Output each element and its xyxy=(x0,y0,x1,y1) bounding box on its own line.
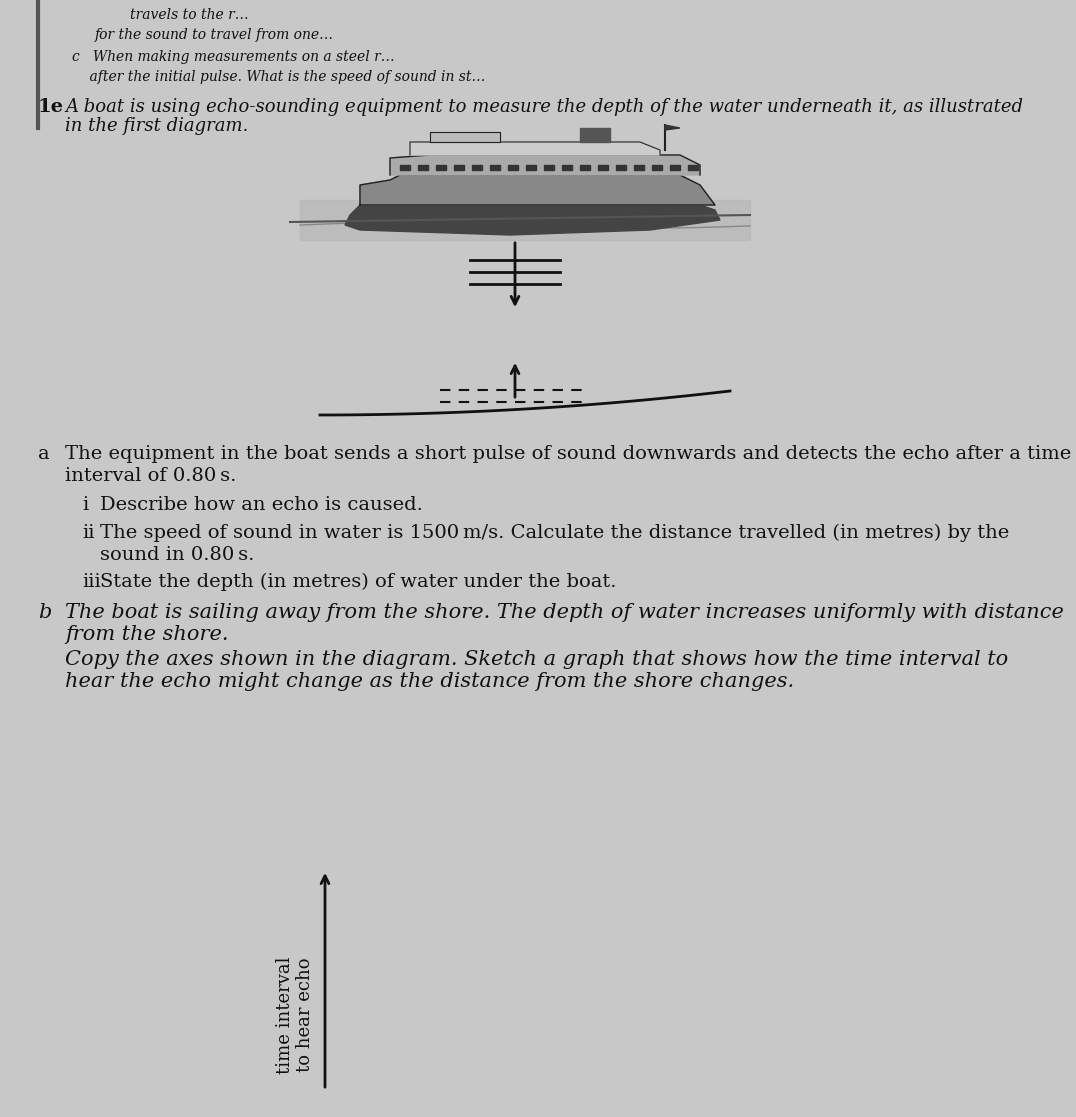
Text: c   When making measurements on a steel r…: c When making measurements on a steel r… xyxy=(72,50,395,64)
Text: iii: iii xyxy=(82,573,101,591)
Polygon shape xyxy=(580,165,590,170)
Polygon shape xyxy=(670,165,680,170)
Text: interval of 0.80 s.: interval of 0.80 s. xyxy=(65,467,237,485)
Polygon shape xyxy=(454,165,464,170)
Text: hear the echo might change as the distance from the shore changes.: hear the echo might change as the distan… xyxy=(65,671,794,690)
Polygon shape xyxy=(472,165,482,170)
Text: The speed of sound in water is 1500 m/s. Calculate the distance travelled (in me: The speed of sound in water is 1500 m/s.… xyxy=(100,524,1009,543)
Polygon shape xyxy=(390,155,700,175)
Text: The equipment in the boat sends a short pulse of sound downwards and detects the: The equipment in the boat sends a short … xyxy=(65,445,1072,464)
Text: in the first diagram.: in the first diagram. xyxy=(65,117,249,135)
Text: from the shore.: from the shore. xyxy=(65,626,228,645)
Polygon shape xyxy=(436,165,445,170)
Text: travels to the r…: travels to the r… xyxy=(130,8,249,22)
Text: for the sound to travel from one…: for the sound to travel from one… xyxy=(95,28,334,42)
Polygon shape xyxy=(544,165,554,170)
Polygon shape xyxy=(652,165,662,170)
Polygon shape xyxy=(580,128,610,142)
Text: sound in 0.80 s.: sound in 0.80 s. xyxy=(100,546,254,564)
Text: Copy the axes shown in the diagram. Sketch a graph that shows how the time inter: Copy the axes shown in the diagram. Sket… xyxy=(65,650,1008,669)
Text: ii: ii xyxy=(82,524,95,542)
Text: 1e: 1e xyxy=(38,98,63,116)
Polygon shape xyxy=(300,200,750,240)
Polygon shape xyxy=(490,165,500,170)
Polygon shape xyxy=(665,125,680,130)
Polygon shape xyxy=(417,165,428,170)
Text: i: i xyxy=(82,496,88,514)
Text: b: b xyxy=(38,603,52,622)
Text: A boat is using echo-sounding equipment to measure the depth of the water undern: A boat is using echo-sounding equipment … xyxy=(65,98,1023,116)
Text: The boat is sailing away from the shore. The depth of water increases uniformly : The boat is sailing away from the shore.… xyxy=(65,603,1064,622)
Polygon shape xyxy=(345,206,720,235)
Polygon shape xyxy=(688,165,698,170)
Polygon shape xyxy=(508,165,518,170)
Polygon shape xyxy=(400,165,410,170)
Text: State the depth (in metres) of water under the boat.: State the depth (in metres) of water und… xyxy=(100,573,617,591)
Text: time interval
to hear echo: time interval to hear echo xyxy=(275,956,314,1073)
Polygon shape xyxy=(615,165,626,170)
Text: a: a xyxy=(38,445,49,464)
Polygon shape xyxy=(360,175,714,206)
Polygon shape xyxy=(634,165,645,170)
Polygon shape xyxy=(562,165,572,170)
Polygon shape xyxy=(598,165,608,170)
Polygon shape xyxy=(526,165,536,170)
Polygon shape xyxy=(430,132,500,142)
Text: after the initial pulse. What is the speed of sound in st…: after the initial pulse. What is the spe… xyxy=(72,70,485,84)
Text: Describe how an echo is caused.: Describe how an echo is caused. xyxy=(100,496,423,514)
Polygon shape xyxy=(410,142,660,155)
